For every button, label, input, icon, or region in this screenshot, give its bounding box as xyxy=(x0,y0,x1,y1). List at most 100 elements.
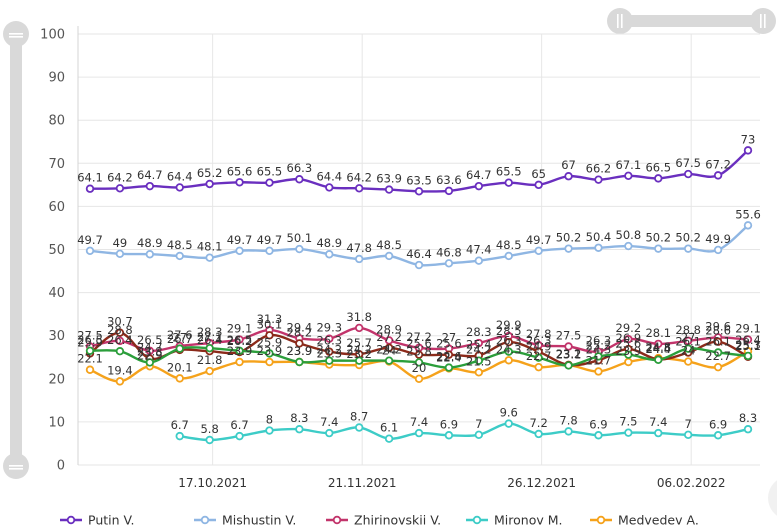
data-point[interactable] xyxy=(145,181,155,191)
data-point[interactable] xyxy=(414,350,424,359)
data-point[interactable] xyxy=(444,363,454,372)
data-point[interactable] xyxy=(654,244,663,253)
data-point[interactable] xyxy=(414,187,424,196)
data-point[interactable] xyxy=(654,339,663,349)
data-point[interactable] xyxy=(325,334,334,343)
data-point[interactable] xyxy=(564,342,573,351)
data-point[interactable] xyxy=(504,178,513,187)
data-point[interactable] xyxy=(325,347,334,356)
data-point[interactable] xyxy=(85,365,95,374)
series-mishustin-v[interactable] xyxy=(85,221,753,270)
series-mironov-m[interactable] xyxy=(175,419,753,445)
data-point[interactable] xyxy=(504,356,513,365)
data-point[interactable] xyxy=(713,431,723,440)
data-point[interactable] xyxy=(85,246,95,255)
data-point[interactable] xyxy=(474,181,484,191)
legend-item[interactable]: Mironov M. xyxy=(466,513,562,528)
data-point[interactable] xyxy=(654,174,663,183)
data-point[interactable] xyxy=(743,351,753,361)
data-point[interactable] xyxy=(145,346,155,355)
data-point[interactable] xyxy=(354,184,364,193)
data-point[interactable] xyxy=(564,172,573,181)
horizontal-range-handle-right[interactable] xyxy=(750,8,776,34)
data-point[interactable] xyxy=(534,180,543,190)
data-point[interactable] xyxy=(265,331,274,340)
data-point[interactable] xyxy=(594,243,603,252)
data-point[interactable] xyxy=(654,355,663,365)
data-point[interactable] xyxy=(145,358,155,367)
data-point[interactable] xyxy=(713,171,723,180)
data-point[interactable] xyxy=(654,428,663,438)
data-point[interactable] xyxy=(534,362,543,372)
data-point[interactable] xyxy=(564,361,573,370)
data-point[interactable] xyxy=(325,428,334,438)
data-point[interactable] xyxy=(384,251,394,261)
data-point[interactable] xyxy=(683,430,693,440)
data-point[interactable] xyxy=(474,430,484,440)
data-point[interactable] xyxy=(414,428,424,438)
series-putin-v[interactable] xyxy=(85,146,753,196)
data-point[interactable] xyxy=(683,244,693,253)
data-point[interactable] xyxy=(624,428,633,437)
data-point[interactable] xyxy=(354,323,364,333)
data-point[interactable] xyxy=(384,343,394,352)
data-point[interactable] xyxy=(295,339,304,348)
data-point[interactable] xyxy=(534,353,543,362)
data-point[interactable] xyxy=(265,357,274,367)
data-point[interactable] xyxy=(624,350,633,359)
data-point[interactable] xyxy=(115,347,125,356)
data-point[interactable] xyxy=(145,250,155,259)
data-point[interactable] xyxy=(384,185,394,194)
data-point[interactable] xyxy=(325,183,334,192)
data-point[interactable] xyxy=(205,366,214,376)
series-unlabeled-6[interactable] xyxy=(85,343,753,372)
data-point[interactable] xyxy=(504,251,513,261)
data-point[interactable] xyxy=(265,426,274,435)
data-point[interactable] xyxy=(444,350,454,359)
data-point[interactable] xyxy=(594,352,603,361)
data-point[interactable] xyxy=(265,349,274,358)
data-point[interactable] xyxy=(594,175,603,184)
data-point[interactable] xyxy=(713,245,723,255)
data-point[interactable] xyxy=(235,357,244,367)
data-point[interactable] xyxy=(534,429,543,439)
data-point[interactable] xyxy=(504,347,513,356)
data-point[interactable] xyxy=(235,178,244,187)
data-point[interactable] xyxy=(414,374,424,383)
data-point[interactable] xyxy=(265,246,274,255)
data-point[interactable] xyxy=(743,335,753,344)
data-point[interactable] xyxy=(295,357,304,367)
horizontal-range-track[interactable] xyxy=(620,15,763,27)
data-point[interactable] xyxy=(205,179,214,189)
data-point[interactable] xyxy=(743,221,753,230)
data-point[interactable] xyxy=(354,356,364,365)
data-point[interactable] xyxy=(175,431,184,441)
data-point[interactable] xyxy=(265,178,274,187)
data-point[interactable] xyxy=(594,431,603,440)
data-point[interactable] xyxy=(564,427,573,436)
legend-item[interactable]: Zhirinovskii V. xyxy=(326,513,441,528)
data-point[interactable] xyxy=(354,423,364,432)
data-point[interactable] xyxy=(205,253,214,262)
data-point[interactable] xyxy=(115,377,125,386)
data-point[interactable] xyxy=(683,357,693,366)
data-point[interactable] xyxy=(115,336,125,346)
data-point[interactable] xyxy=(713,348,723,357)
data-point[interactable] xyxy=(683,169,693,179)
data-point[interactable] xyxy=(624,357,633,367)
data-point[interactable] xyxy=(235,346,244,355)
data-point[interactable] xyxy=(115,328,125,337)
data-point[interactable] xyxy=(743,425,753,434)
data-point[interactable] xyxy=(85,346,95,355)
data-point[interactable] xyxy=(175,344,184,353)
data-point[interactable] xyxy=(325,356,334,365)
data-point[interactable] xyxy=(624,171,633,180)
data-point[interactable] xyxy=(175,374,184,383)
data-point[interactable] xyxy=(683,336,693,346)
legend-item[interactable]: Medvedev A. xyxy=(590,513,699,528)
data-point[interactable] xyxy=(444,431,454,440)
data-point[interactable] xyxy=(414,358,424,367)
data-point[interactable] xyxy=(444,186,454,196)
scroll-control[interactable] xyxy=(768,476,777,520)
data-point[interactable] xyxy=(85,184,95,193)
